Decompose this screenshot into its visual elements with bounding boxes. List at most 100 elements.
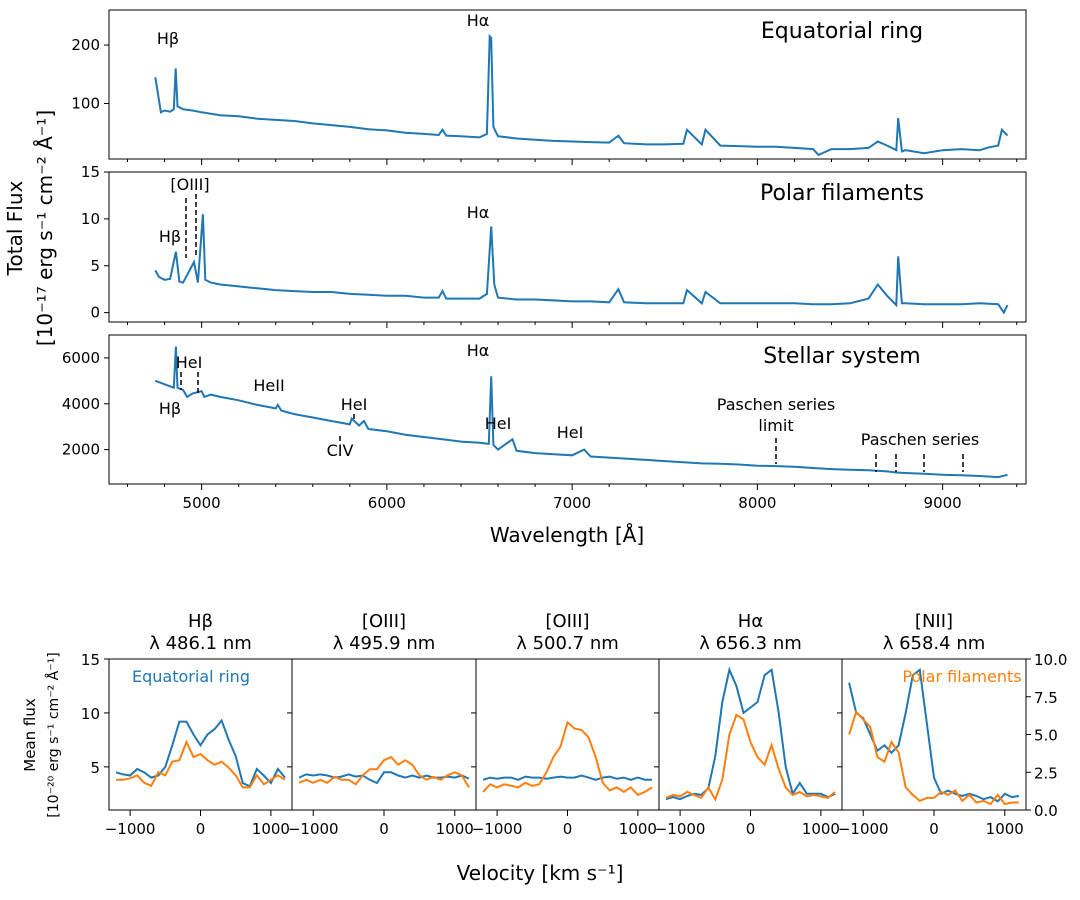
line-annotation: [OIII] [170,175,209,194]
line-annotation: Hβ [157,29,179,48]
y-tick-label: 100 [71,94,100,112]
right-y-tick-label: 7.5 [1034,689,1058,707]
profile-panel-3: −1000 0 1000 Hαλ 656.3 nm [654,611,843,838]
polar-filaments-line [848,709,1019,806]
spectrum-line [154,33,1009,157]
x-tick-label: 1000 [986,820,1024,838]
panel-frame [658,658,843,811]
panel-title: Equatorial ring [761,19,923,44]
x-tick-label: 1000 [436,820,474,838]
line-annotation: Hβ [159,399,181,418]
x-tick-label: 1000 [252,820,290,838]
y-tick-label: 15 [81,163,100,181]
line-annotation: HeI [557,423,584,442]
x-tick-label: 0 [563,820,573,838]
equatorial-ring-line [115,718,286,788]
line-annotation: Paschen series [717,395,835,414]
x-tick-label: −1000 [838,820,889,838]
x-tick-label: 0 [196,820,206,838]
line-annotation: Hα [467,341,490,360]
y-tick-label: 5 [90,257,100,275]
profile-title: Hα [738,611,763,632]
line-annotation: limit [758,416,793,435]
profile-subtitle: λ 486.1 nm [149,633,252,654]
equatorial-ring-line [482,774,652,781]
line-annotation: Hα [467,203,490,222]
equatorial-ring-legend: Equatorial ring [132,667,250,686]
line-annotation: HeI [176,353,203,372]
profile-panel-1: −1000 0 1000 [OIII]λ 495.9 nm [287,611,477,838]
polar-filaments-line [665,713,836,802]
polar-filaments-legend: Polar filaments [902,667,1021,686]
right-y-tick-label: 5.0 [1034,727,1058,745]
x-tick-label: −1000 [288,820,339,838]
y-tick-label: 10 [81,705,100,723]
line-annotation: HeII [253,376,284,395]
velocity-axis-label: Velocity [km s⁻¹] [457,861,624,885]
x-tick-label: −1000 [472,820,523,838]
line-annotation: Paschen series [861,430,979,449]
x-tick-label: 0 [929,820,939,838]
wavelength-axis-label: Wavelength [Å] [490,523,644,547]
y-tick-label: 6000 [62,349,100,367]
equatorial-ring-line [848,667,1020,803]
x-tick-label: −1000 [655,820,706,838]
x-tick-label: 0 [746,820,756,838]
profile-title: [OIII] [362,611,406,632]
x-tick-label: 1000 [802,820,840,838]
y-tick-label: 2000 [62,441,100,459]
panel-frame [108,171,1027,323]
x-tick-label: 0 [379,820,389,838]
profile-panel-0: 5 10 15 −1000 0 1000 Hβλ 486.1 nm [81,611,293,838]
polar-filaments-line [482,720,653,797]
spectrum-line [154,346,1008,479]
profile-panel-2: −1000 0 1000 [OIII]λ 500.7 nm [471,611,660,838]
y-tick-label: 200 [71,36,100,54]
profile-panel-4: 0.0 2.5 5.0 7.5 10.0 −1000 0 1000 [NII]λ 658.4 n… [837,611,1067,838]
profile-title: [NII] [915,611,953,632]
line-annotation: Hβ [159,227,181,246]
x-tick-label: −1000 [105,820,156,838]
x-tick-label: 7000 [553,494,591,512]
line-annotation: Hα [467,11,490,30]
equatorial-ring-line [298,771,470,785]
spectrum-panel-0: 100 200 Equatorial ring Hβ Hα [71,9,1027,165]
spectrum-panel-2: 2000 4000 6000 5000 6000 7000 8000 9000 Stellar … [62,334,1027,512]
spectrum-panel-1: 0 5 10 15 Polar filaments [OIII] Hβ Hα [81,163,1027,328]
panel-frame [291,658,477,811]
panel-title: Stellar system [763,344,920,369]
profile-subtitle: λ 656.3 nm [699,633,802,654]
line-annotation: HeI [485,414,512,433]
mean-flux-label-line2: [10⁻²⁰ erg s⁻¹ cm⁻² Å⁻¹] [45,652,62,817]
x-tick-label: 9000 [924,494,962,512]
spectrum-panels: 100 200 Equatorial ring Hβ Hα 0 5 10 15 Polar fil… [62,9,1027,512]
y-tick-label: 5 [90,759,100,777]
profile-title: Hβ [188,611,213,632]
profile-subtitle: λ 500.7 nm [516,633,619,654]
y-tick-label: 15 [81,651,100,669]
x-tick-label: 5000 [183,494,221,512]
y-tick-label: 0 [90,304,100,322]
line-annotation: HeI [341,395,368,414]
x-tick-label: 1000 [619,820,657,838]
right-y-tick-label: 0.0 [1034,802,1058,820]
spectrum-line [154,214,1009,315]
polar-filaments-line [298,755,470,788]
polar-filaments-line [116,739,286,789]
mean-flux-label-line1: Mean flux [21,698,39,772]
x-tick-label: 8000 [738,494,776,512]
y-tick-label: 4000 [62,395,100,413]
equatorial-ring-line [665,666,836,801]
total-flux-label-line2: [10⁻¹⁷ erg s⁻¹ cm⁻² Å⁻¹] [33,110,57,346]
right-y-tick-label: 10.0 [1034,651,1067,669]
profile-subtitle: λ 495.9 nm [333,633,436,654]
x-tick-label: 6000 [368,494,406,512]
line-profile-panels: 5 10 15 −1000 0 1000 Hβλ 486.1 nm −1000 0 1000 [OI… [81,611,1068,838]
panel-frame [108,334,1027,485]
y-tick-label: 10 [81,210,100,228]
right-y-tick-label: 2.5 [1034,764,1058,782]
profile-title: [OIII] [545,611,589,632]
panel-frame [108,9,1027,160]
line-annotation: CIV [327,441,354,460]
